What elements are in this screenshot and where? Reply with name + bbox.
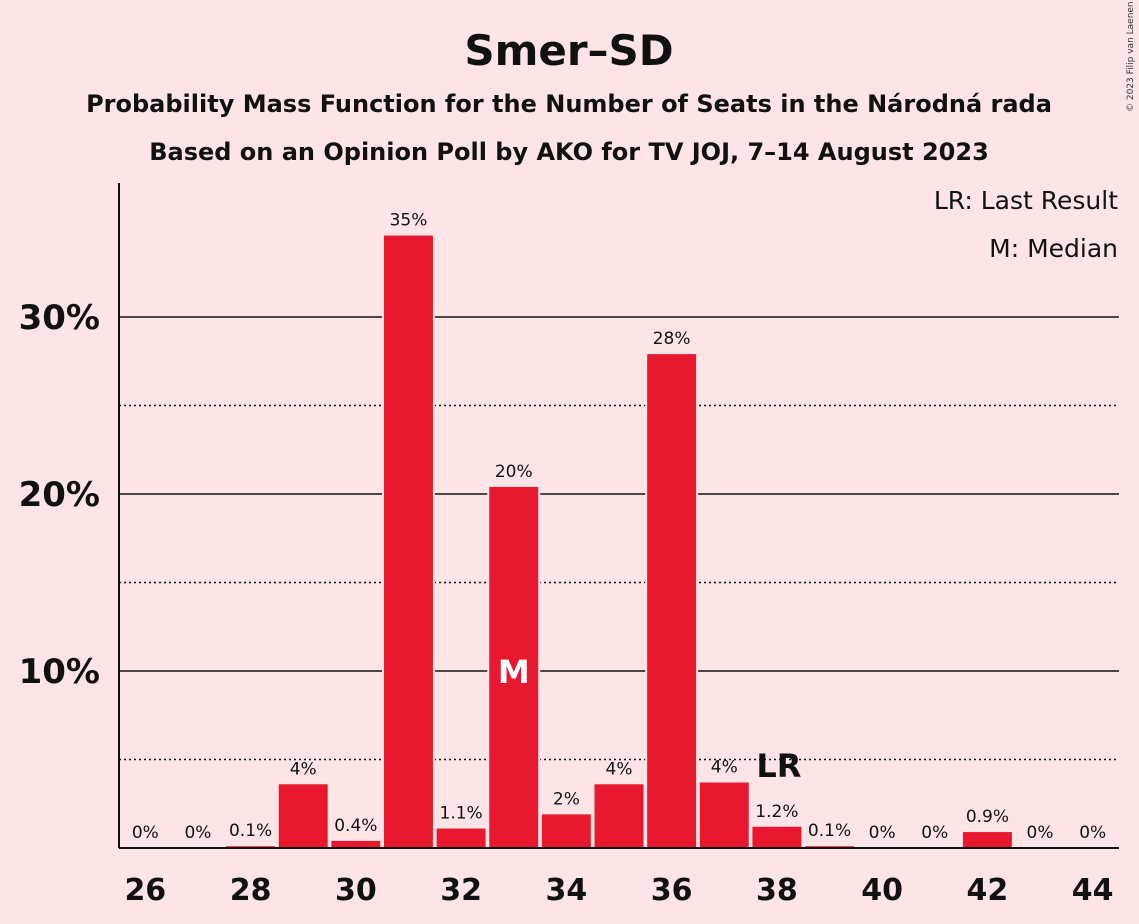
bar <box>752 826 802 848</box>
bar <box>594 784 644 848</box>
legend-last-result: LR: Last Result <box>934 186 1118 215</box>
x-tick-label: 30 <box>335 873 377 908</box>
x-tick-label: 28 <box>230 873 272 908</box>
data-label: 4% <box>606 759 633 779</box>
data-label: 0% <box>869 823 896 843</box>
data-label: 0.1% <box>808 821 851 841</box>
data-label: 1.2% <box>755 802 798 822</box>
y-tick-label: 10% <box>19 652 100 692</box>
x-tick-label: 26 <box>124 873 166 908</box>
data-label: 0% <box>1079 823 1106 843</box>
median-marker: M <box>498 653 530 691</box>
x-tick-label: 40 <box>861 873 903 908</box>
data-label: 0% <box>132 823 159 843</box>
bar <box>962 832 1012 848</box>
data-label: 0% <box>921 823 948 843</box>
bars <box>224 233 1014 848</box>
data-label: 0.4% <box>334 816 377 836</box>
bar-halo <box>803 844 856 848</box>
bar <box>384 235 433 848</box>
last-result-marker: LR <box>756 747 801 785</box>
chart-title: Smer–SD <box>464 26 673 75</box>
y-tick-labels: 10% 20% 30% <box>19 298 100 692</box>
bar <box>699 782 749 848</box>
data-label: 0.9% <box>966 807 1009 827</box>
data-labels: 0% 0% 0.1% 4% 0.4% 35% 1.1% 20% 2% 4% 28% 4% 1.2% 0.1… <box>132 211 1106 843</box>
copyright: © 2023 Filip van Laenen <box>1126 1 1136 112</box>
x-tick-labels: 26 28 30 32 34 36 38 40 42 44 <box>124 873 1113 908</box>
x-tick-label: 42 <box>967 873 1009 908</box>
x-tick-label: 36 <box>651 873 693 908</box>
gridlines <box>119 316 1119 761</box>
x-tick-label: 44 <box>1072 873 1114 908</box>
bar <box>331 840 381 848</box>
x-tick-label: 38 <box>756 873 798 908</box>
data-label: 4% <box>711 758 738 778</box>
x-tick-label: 34 <box>545 873 587 908</box>
chart-subtitle-source: Based on an Opinion Poll by AKO for TV J… <box>149 138 989 166</box>
y-tick-label: 20% <box>19 475 100 515</box>
data-label: 0.1% <box>229 821 272 841</box>
bar-halo <box>224 844 278 848</box>
bar <box>489 486 539 848</box>
data-label: 4% <box>290 759 317 779</box>
data-label: 0% <box>184 823 211 843</box>
data-label: 2% <box>553 789 580 809</box>
bar <box>541 814 591 848</box>
data-label: 35% <box>390 211 428 231</box>
bar <box>278 784 328 848</box>
data-label: 1.1% <box>440 804 483 824</box>
bar <box>647 354 697 848</box>
x-tick-label: 32 <box>440 873 482 908</box>
legend-median: M: Median <box>989 234 1118 263</box>
data-label: 0% <box>1027 823 1054 843</box>
chart-subtitle: Probability Mass Function for the Number… <box>86 90 1052 118</box>
y-tick-label: 30% <box>19 298 100 338</box>
data-label: 28% <box>653 329 691 349</box>
data-label: 20% <box>495 462 533 482</box>
bar <box>436 828 486 848</box>
